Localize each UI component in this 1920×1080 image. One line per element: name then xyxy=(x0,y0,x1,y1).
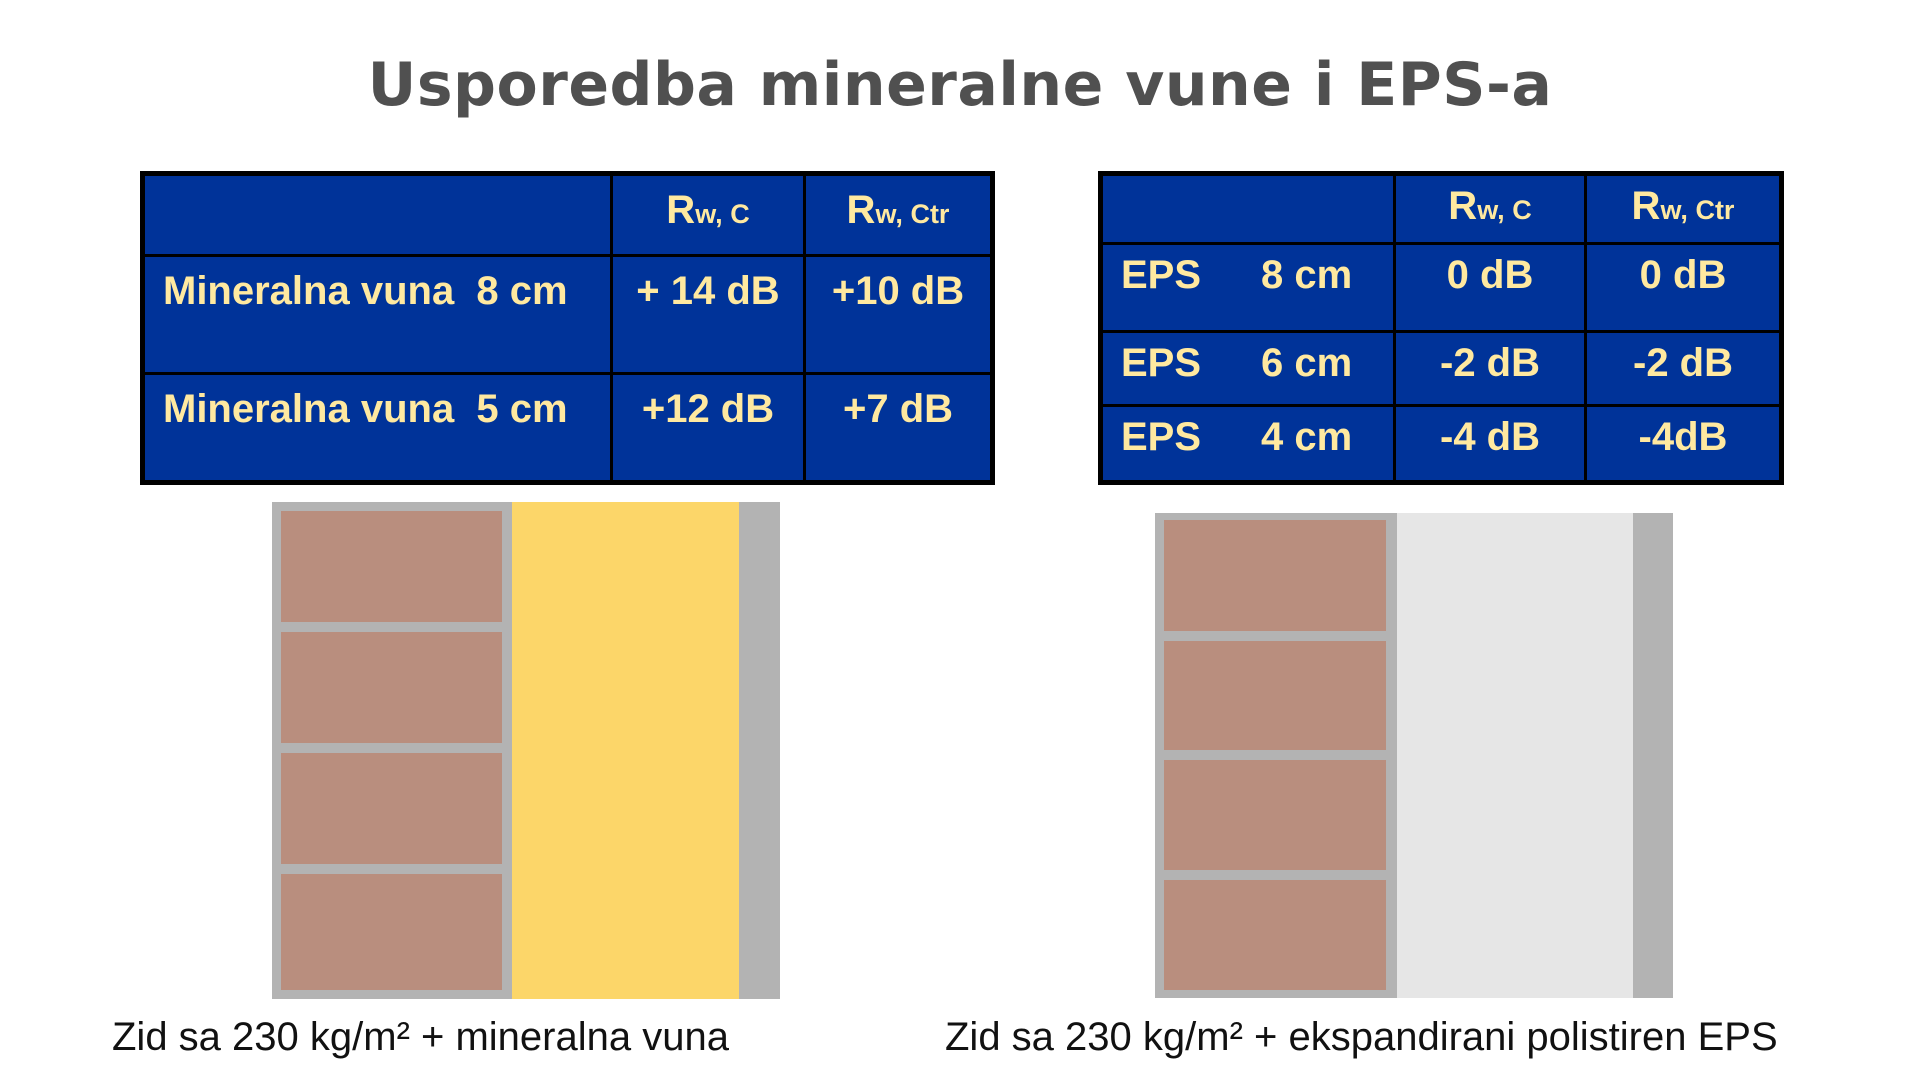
eps-layer xyxy=(1397,513,1633,998)
table-row: EPS 6 cm -2 dB -2 dB xyxy=(1099,330,1783,407)
row-thickness: 4 cm xyxy=(1261,415,1353,459)
row-rw-c-value: -2 dB xyxy=(1393,330,1587,407)
row-material: EPS xyxy=(1121,341,1202,385)
header-rw-ctr-sub: w, Ctr xyxy=(1660,195,1735,225)
row-rw-c-value: 0 dB xyxy=(1393,242,1587,333)
brick xyxy=(281,632,502,743)
header-rw-ctr-main: R xyxy=(846,188,876,232)
row-thickness: 8 cm xyxy=(1261,253,1353,297)
header-rw-c: Rw, C xyxy=(1393,172,1587,245)
header-empty-cell xyxy=(1099,172,1396,245)
row-label: EPS 8 cm xyxy=(1099,242,1396,333)
header-rw-ctr: Rw, Ctr xyxy=(803,172,994,257)
brick xyxy=(281,874,502,990)
caption-eps: Zid sa 230 kg/m² + ekspandirani polistir… xyxy=(945,1015,1778,1059)
row-rw-c-value: +12 dB xyxy=(610,372,806,484)
row-rw-c-value: -4 dB xyxy=(1393,404,1587,484)
header-rw-c: Rw, C xyxy=(610,172,806,257)
mineral-wool-table: Rw, C Rw, Ctr Mineralna vuna 8 cm + 14 d… xyxy=(140,171,995,485)
plaster-layer xyxy=(1633,513,1673,998)
row-rw-c-value: + 14 dB xyxy=(610,254,806,375)
table-row: EPS 8 cm 0 dB 0 dB xyxy=(1099,242,1783,333)
header-rw-c-main: R xyxy=(1448,184,1478,228)
header-empty-cell xyxy=(141,172,613,257)
header-rw-c-sub: w, C xyxy=(1477,195,1532,225)
row-label: Mineralna vuna 5 cm xyxy=(141,372,613,484)
brick xyxy=(1164,760,1386,870)
header-rw-c-sub: w, C xyxy=(695,199,750,229)
row-label: Mineralna vuna 8 cm xyxy=(141,254,613,375)
plaster-layer xyxy=(739,502,780,999)
table-row: EPS 4 cm -4 dB -4dB xyxy=(1099,404,1783,484)
header-rw-ctr-sub: w, Ctr xyxy=(875,199,950,229)
row-rw-ctr-value: -2 dB xyxy=(1584,330,1783,407)
brick xyxy=(1164,641,1386,750)
row-rw-ctr-value: -4dB xyxy=(1584,404,1783,484)
row-material: EPS xyxy=(1121,253,1202,297)
brick xyxy=(1164,880,1386,990)
header-rw-c-main: R xyxy=(666,188,696,232)
page-title: Usporedba mineralne vune i EPS-a xyxy=(367,50,1553,120)
caption-mineral-wool: Zid sa 230 kg/m² + mineralna vuna xyxy=(112,1015,729,1059)
eps-table: Rw, C Rw, Ctr EPS 8 cm 0 dB 0 dB EPS 6 cm … xyxy=(1098,171,1784,485)
brick xyxy=(1164,520,1386,631)
header-rw-ctr: Rw, Ctr xyxy=(1584,172,1783,245)
header-rw-ctr-main: R xyxy=(1631,184,1661,228)
row-thickness: 6 cm xyxy=(1261,341,1353,385)
table-row: Mineralna vuna 5 cm +12 dB +7 dB xyxy=(141,372,994,484)
row-label: EPS 4 cm xyxy=(1099,404,1396,484)
table-row: Mineralna vuna 8 cm + 14 dB +10 dB xyxy=(141,254,994,375)
mineral-wool-layer xyxy=(512,502,739,999)
brick xyxy=(281,511,502,622)
brick xyxy=(281,753,502,864)
row-label: EPS 6 cm xyxy=(1099,330,1396,407)
mineral-wool-wall-diagram xyxy=(272,502,780,999)
row-rw-ctr-value: +7 dB xyxy=(803,372,994,484)
row-material: EPS xyxy=(1121,415,1202,459)
row-rw-ctr-value: +10 dB xyxy=(803,254,994,375)
eps-wall-diagram xyxy=(1155,513,1673,998)
row-rw-ctr-value: 0 dB xyxy=(1584,242,1783,333)
